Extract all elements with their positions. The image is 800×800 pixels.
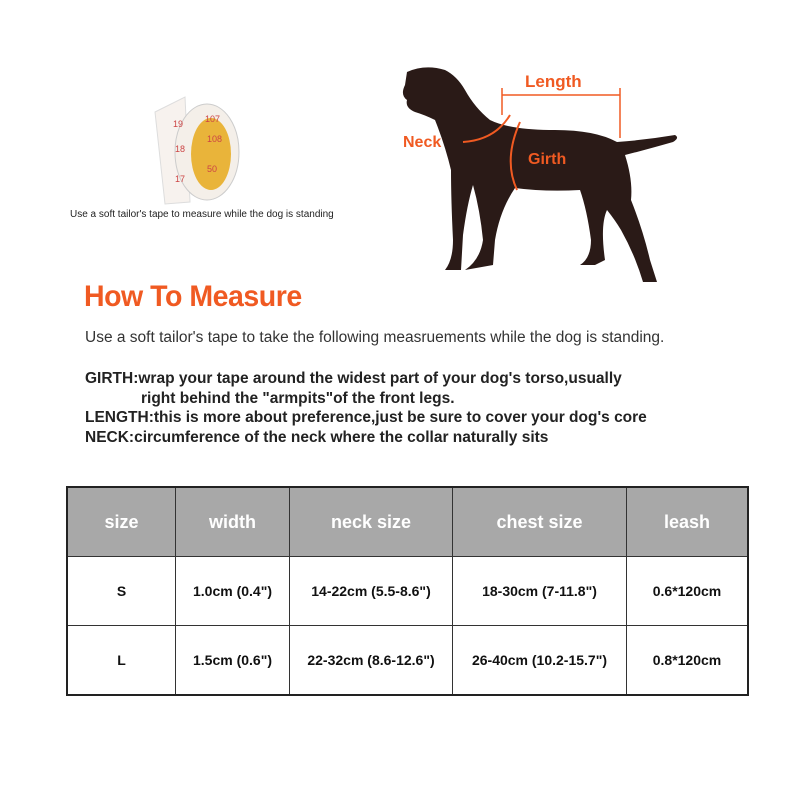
tape-caption: Use a soft tailor's tape to measure whil… (70, 209, 334, 220)
table-row: S 1.0cm (0.4") 14-22cm (5.5-8.6") 18-30c… (66, 556, 749, 626)
header-neck-size: neck size (289, 486, 453, 557)
cell-size: S (66, 556, 176, 626)
header-width: width (175, 486, 290, 557)
table-header-row: size width neck size chest size leash (66, 486, 749, 557)
length-description: LENGTH:this is more about preference,jus… (85, 409, 647, 426)
svg-text:107: 107 (205, 114, 220, 124)
cell-neck-size: 22-32cm (8.6-12.6") (289, 625, 453, 696)
girth-label: Girth (528, 151, 566, 168)
header-leash: leash (626, 486, 749, 557)
cell-neck-size: 14-22cm (5.5-8.6") (289, 556, 453, 626)
header-chest-size: chest size (452, 486, 627, 557)
svg-text:17: 17 (175, 174, 185, 184)
dog-silhouette (402, 67, 678, 282)
table-row: L 1.5cm (0.6") 22-32cm (8.6-12.6") 26-40… (66, 625, 749, 696)
svg-text:18: 18 (175, 144, 185, 154)
neck-label: Neck (403, 134, 441, 151)
cell-chest-size: 26-40cm (10.2-15.7") (452, 625, 627, 696)
girth-description: GIRTH:wrap your tape around the widest p… (85, 370, 622, 387)
cell-size: L (66, 625, 176, 696)
page-title: How To Measure (84, 280, 302, 313)
cell-chest-size: 18-30cm (7-11.8") (452, 556, 627, 626)
cell-width: 1.5cm (0.6") (175, 625, 290, 696)
length-label: Length (525, 72, 582, 91)
cell-leash: 0.8*120cm (626, 625, 749, 696)
cell-leash: 0.6*120cm (626, 556, 749, 626)
size-table: size width neck size chest size leash S … (66, 486, 749, 696)
girth-description-cont: right behind the "armpits"of the front l… (141, 389, 455, 407)
svg-text:50: 50 (207, 164, 217, 174)
svg-text:108: 108 (207, 134, 222, 144)
measurement-descriptions: GIRTH:wrap your tape around the widest p… (85, 369, 647, 447)
intro-text: Use a soft tailor's tape to take the fol… (85, 329, 665, 346)
neck-description: NECK:circumference of the neck where the… (85, 428, 549, 446)
svg-text:19: 19 (173, 119, 183, 129)
header-size: size (66, 486, 176, 557)
tape-measure-image: 107 108 50 19 18 17 (154, 96, 240, 205)
dog-measurement-diagram: Length Neck Girth (402, 67, 678, 282)
cell-width: 1.0cm (0.4") (175, 556, 290, 626)
